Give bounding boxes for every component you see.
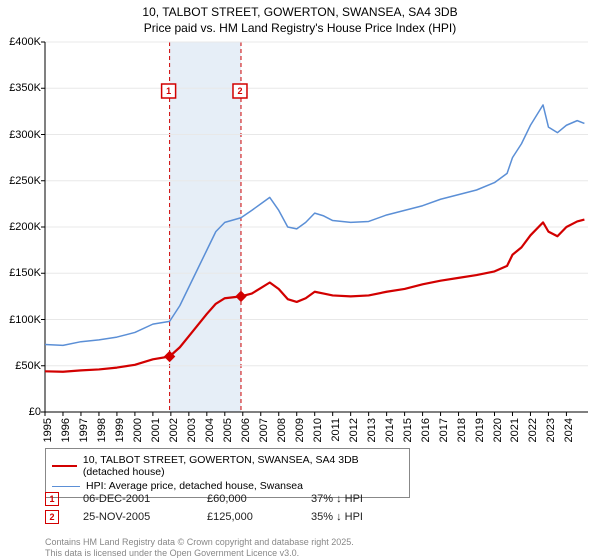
y-tick-label: £300K bbox=[0, 129, 41, 141]
x-tick-label: 2014 bbox=[384, 418, 396, 442]
sale-date: 06-DEC-2001 bbox=[83, 493, 183, 505]
x-tick-label: 2007 bbox=[258, 418, 270, 442]
x-tick-label: 2005 bbox=[222, 418, 234, 442]
footer: Contains HM Land Registry data © Crown c… bbox=[45, 537, 354, 560]
x-tick-label: 2008 bbox=[276, 418, 288, 442]
x-tick-label: 2003 bbox=[186, 418, 198, 442]
y-tick-label: £0 bbox=[0, 406, 41, 418]
legend-label: 10, TALBOT STREET, GOWERTON, SWANSEA, SA… bbox=[83, 454, 403, 478]
x-tick-label: 1998 bbox=[96, 418, 108, 442]
legend-swatch bbox=[52, 465, 77, 467]
legend-row: 10, TALBOT STREET, GOWERTON, SWANSEA, SA… bbox=[52, 453, 403, 479]
x-tick-label: 2020 bbox=[492, 418, 504, 442]
x-tick-label: 2002 bbox=[168, 418, 180, 442]
sale-date: 25-NOV-2005 bbox=[83, 511, 183, 523]
y-tick-label: £350K bbox=[0, 82, 41, 94]
x-tick-label: 2012 bbox=[348, 418, 360, 442]
x-tick-label: 2023 bbox=[545, 418, 557, 442]
x-tick-label: 2022 bbox=[527, 418, 539, 442]
x-tick-label: 2011 bbox=[330, 418, 342, 442]
footer-line2: This data is licensed under the Open Gov… bbox=[45, 548, 354, 559]
title-line1: 10, TALBOT STREET, GOWERTON, SWANSEA, SA… bbox=[0, 4, 600, 20]
y-tick-label: £100K bbox=[0, 314, 41, 326]
x-tick-label: 2004 bbox=[204, 418, 216, 442]
x-tick-label: 2015 bbox=[402, 418, 414, 442]
sale-delta: 37% ↓ HPI bbox=[311, 493, 363, 505]
svg-text:2: 2 bbox=[237, 86, 242, 96]
title-line2: Price paid vs. HM Land Registry's House … bbox=[0, 20, 600, 36]
x-tick-label: 2024 bbox=[563, 418, 575, 442]
sale-price: £60,000 bbox=[207, 493, 287, 505]
sale-row: 2 25-NOV-2005 £125,000 35% ↓ HPI bbox=[45, 508, 363, 526]
y-tick-label: £400K bbox=[0, 36, 41, 48]
y-tick-label: £250K bbox=[0, 175, 41, 187]
x-tick-label: 2018 bbox=[456, 418, 468, 442]
sale-row: 1 06-DEC-2001 £60,000 37% ↓ HPI bbox=[45, 490, 363, 508]
x-tick-label: 2017 bbox=[438, 418, 450, 442]
svg-text:1: 1 bbox=[166, 86, 171, 96]
x-tick-label: 1996 bbox=[60, 418, 72, 442]
x-tick-label: 2006 bbox=[240, 418, 252, 442]
y-tick-label: £150K bbox=[0, 267, 41, 279]
chart-area: 12 bbox=[45, 42, 588, 412]
sale-badge: 2 bbox=[45, 510, 59, 524]
x-tick-label: 2001 bbox=[150, 418, 162, 442]
sale-delta: 35% ↓ HPI bbox=[311, 511, 363, 523]
x-tick-label: 2000 bbox=[132, 418, 144, 442]
y-tick-label: £50K bbox=[0, 360, 41, 372]
x-tick-label: 1997 bbox=[78, 418, 90, 442]
x-tick-label: 2013 bbox=[366, 418, 378, 442]
title-block: 10, TALBOT STREET, GOWERTON, SWANSEA, SA… bbox=[0, 0, 600, 36]
chart-container: 10, TALBOT STREET, GOWERTON, SWANSEA, SA… bbox=[0, 0, 600, 560]
x-tick-label: 2016 bbox=[420, 418, 432, 442]
legend-swatch bbox=[52, 486, 80, 487]
sale-badge: 1 bbox=[45, 492, 59, 506]
sales-table: 1 06-DEC-2001 £60,000 37% ↓ HPI 2 25-NOV… bbox=[45, 490, 363, 526]
x-tick-label: 1999 bbox=[114, 418, 126, 442]
x-tick-label: 1995 bbox=[42, 418, 54, 442]
x-tick-label: 2010 bbox=[312, 418, 324, 442]
footer-line1: Contains HM Land Registry data © Crown c… bbox=[45, 537, 354, 548]
x-tick-label: 2021 bbox=[509, 418, 521, 442]
chart-svg: 12 bbox=[45, 42, 588, 412]
x-tick-label: 2009 bbox=[294, 418, 306, 442]
sale-price: £125,000 bbox=[207, 511, 287, 523]
x-tick-label: 2019 bbox=[474, 418, 486, 442]
y-tick-label: £200K bbox=[0, 221, 41, 233]
